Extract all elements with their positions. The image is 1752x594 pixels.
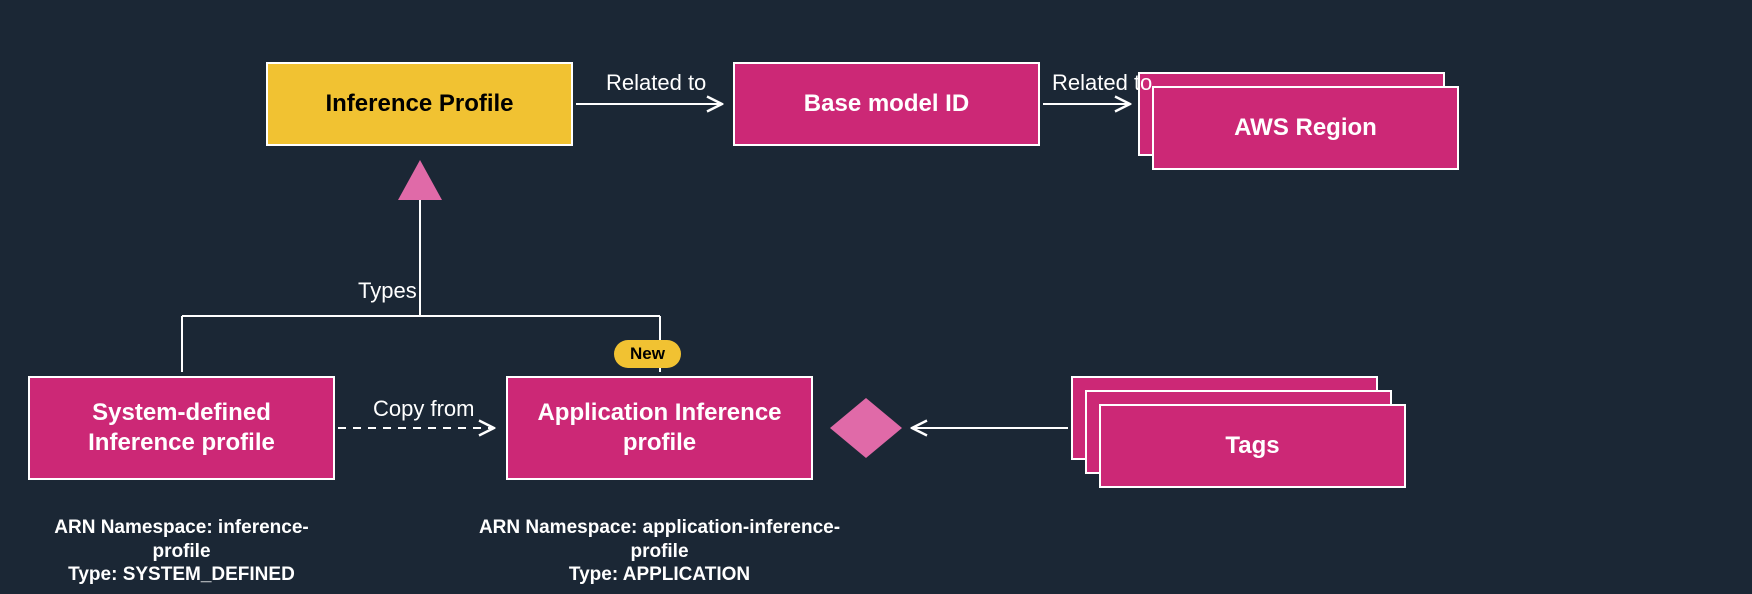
node-system-defined: System-defined Inference profile [28, 376, 335, 480]
edge-label-related-2: Related to [1052, 70, 1152, 96]
node-base-model-id: Base model ID [733, 62, 1040, 146]
badge-new: New [614, 340, 681, 368]
node-tags: Tags [1099, 404, 1406, 488]
node-aws-region: AWS Region [1152, 86, 1459, 170]
node-label: Tags [1225, 432, 1279, 460]
node-label: System-defined Inference profile [88, 398, 275, 458]
generalization-triangle [398, 160, 442, 200]
edge-label-copy-from: Copy from [373, 396, 474, 422]
node-label: Inference Profile [325, 90, 513, 118]
aggregation-diamond [830, 398, 902, 458]
node-label: Application Inference profile [537, 398, 781, 458]
badge-label: New [630, 344, 665, 363]
node-label: AWS Region [1234, 114, 1377, 142]
node-label: Base model ID [804, 90, 969, 118]
edge-label-related-1: Related to [606, 70, 706, 96]
caption-app-inference: ARN Namespace: application-inference-pro… [456, 492, 863, 587]
caption-system-defined: ARN Namespace: inference-profile Type: S… [28, 492, 335, 587]
edge-label-types: Types [358, 278, 417, 304]
node-inference-profile: Inference Profile [266, 62, 573, 146]
node-app-inference: Application Inference profile [506, 376, 813, 480]
